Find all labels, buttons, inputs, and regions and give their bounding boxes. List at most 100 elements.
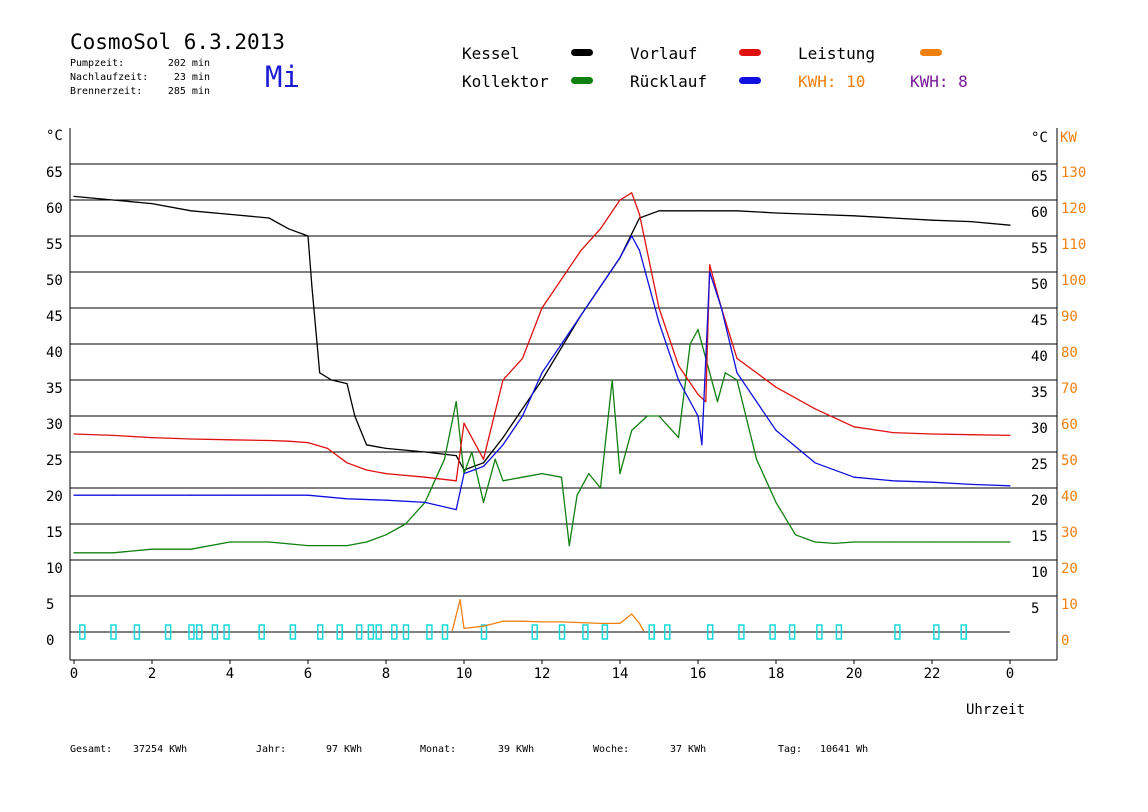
data-point: [354, 415, 356, 417]
data-point: [521, 476, 524, 478]
data-point: [541, 379, 543, 381]
data-point: [73, 195, 75, 197]
data-point: [709, 264, 711, 266]
pump-marker: [258, 624, 265, 640]
data-point: [73, 494, 75, 496]
data-point: [541, 473, 543, 475]
data-point: [716, 401, 719, 403]
data-point: [599, 622, 602, 624]
y-tick-left: 55: [46, 237, 63, 253]
data-point: [482, 462, 485, 464]
pump-marker: [336, 624, 343, 640]
data-point: [775, 501, 777, 503]
x-tick-label: 10: [456, 666, 473, 682]
data-point: [502, 437, 504, 439]
x-tick-label: 2: [148, 666, 156, 682]
data-point: [541, 307, 543, 309]
data-point: [697, 210, 699, 212]
data-point: [833, 542, 836, 545]
y-tick-right-power: 40: [1061, 489, 1078, 505]
data-point: [599, 228, 602, 230]
footer-monat-value: 39 KWh: [498, 744, 535, 755]
data-point: [658, 415, 660, 417]
weekday-label: Mi: [265, 60, 300, 94]
data-point: [482, 501, 485, 503]
legend-swatch-leistung: [920, 49, 942, 56]
data-point: [560, 476, 563, 478]
data-point: [229, 213, 231, 215]
data-point: [814, 213, 816, 215]
data-point: [853, 476, 855, 478]
data-point: [365, 469, 368, 471]
data-point: [521, 415, 524, 417]
pump-marker: [480, 624, 488, 640]
data-point: [677, 437, 680, 439]
data-point: [658, 321, 660, 323]
data-point: [268, 217, 270, 219]
data-point: [521, 620, 524, 622]
pump-marker: [188, 624, 195, 640]
data-point: [229, 494, 231, 496]
pump-marker: [894, 624, 901, 640]
pump-marker: [441, 624, 449, 640]
pump-marker: [402, 624, 410, 640]
series-line-rcklauf: [74, 235, 1011, 511]
data-point: [424, 451, 426, 453]
data-point: [697, 329, 699, 331]
data-point: [494, 458, 496, 460]
data-point: [970, 483, 972, 485]
x-tick-label: 12: [534, 666, 551, 682]
data-point: [404, 523, 407, 525]
data-point: [576, 494, 578, 496]
data-point: [775, 429, 777, 431]
stat-value: 285 min: [167, 86, 210, 97]
y-tick-left: 0: [46, 633, 54, 649]
y-tick-left: 5: [46, 597, 54, 613]
data-point: [720, 307, 723, 309]
data-point: [568, 545, 570, 547]
data-point: [424, 476, 426, 478]
data-point: [631, 235, 633, 237]
pump-marker: [738, 624, 745, 640]
pump-marker: [164, 624, 172, 640]
data-point: [631, 192, 633, 194]
data-point: [1009, 434, 1011, 437]
data-point: [541, 372, 543, 374]
data-point: [455, 509, 457, 511]
data-point: [287, 440, 290, 442]
data-point: [459, 599, 461, 601]
pump-marker: [110, 624, 117, 640]
data-point: [346, 383, 348, 385]
footer-tag-label: Tag:: [778, 744, 803, 755]
stat-label: Nachlaufzeit:: [70, 72, 149, 83]
footer-jahr-value: 97 KWh: [326, 744, 363, 755]
data-point: [482, 465, 485, 467]
data-point: [455, 455, 457, 457]
x-tick-label: 8: [382, 666, 390, 682]
pump-marker: [960, 624, 967, 640]
data-point: [463, 627, 465, 630]
data-point: [611, 379, 613, 381]
data-point: [311, 285, 313, 287]
pump-marker: [426, 624, 433, 640]
data-point: [541, 621, 543, 623]
data-point: [112, 552, 114, 554]
pump-marker: [706, 624, 714, 640]
pump-marker: [816, 624, 823, 640]
data-point: [794, 534, 797, 536]
pump-marker: [133, 624, 141, 640]
y-tick-right-temp: 25: [1031, 457, 1048, 473]
data-point: [775, 386, 777, 388]
data-point: [482, 458, 485, 460]
data-point: [736, 379, 738, 381]
x-tick-label: 0: [1006, 666, 1014, 682]
data-point: [619, 199, 621, 201]
data-point: [229, 541, 231, 543]
data-point: [736, 210, 738, 212]
series-line-kollektor: [74, 328, 1010, 554]
data-point: [307, 545, 309, 547]
data-point: [268, 494, 270, 496]
footer-gesamt-value: 37254 KWh: [133, 744, 188, 755]
footer-woche-label: Woche:: [593, 744, 630, 755]
